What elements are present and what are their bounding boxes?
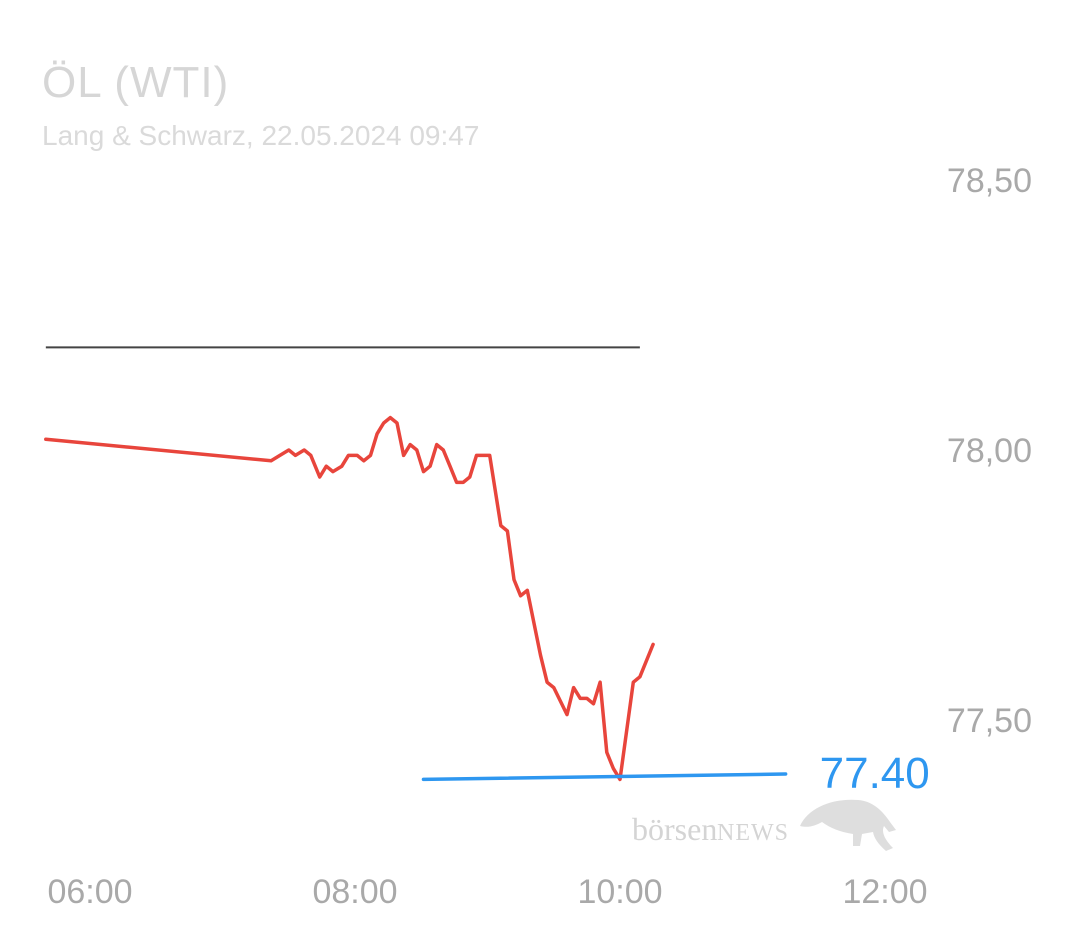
watermark-text-main: börsen xyxy=(632,811,717,847)
x-tick-label: 06:00 xyxy=(47,873,132,911)
price-series-line xyxy=(44,415,655,782)
chart-lines: 77.40 xyxy=(44,346,930,798)
x-tick-label: 10:00 xyxy=(577,873,662,911)
y-tick-label: 77,50 xyxy=(947,702,1032,740)
watermark-logo: börsen NEWS xyxy=(632,799,896,851)
x-tick-label: 08:00 xyxy=(312,873,397,911)
y-tick-label: 78,00 xyxy=(947,432,1032,470)
y-axis-ticks: 78,50 78,00 77,50 xyxy=(947,162,1032,740)
y-tick-label: 78,50 xyxy=(947,162,1032,200)
x-axis-ticks: 06:00 08:00 10:00 12:00 xyxy=(47,873,927,911)
watermark-text-small: NEWS xyxy=(717,820,789,846)
chart-title: ÖL (WTI) xyxy=(42,58,230,107)
x-tick-label: 12:00 xyxy=(842,873,927,911)
bull-icon xyxy=(800,799,896,851)
chart-subtitle: Lang & Schwarz, 22.05.2024 09:47 xyxy=(42,120,480,151)
support-line xyxy=(421,772,788,782)
support-line-label: 77.40 xyxy=(820,749,930,798)
